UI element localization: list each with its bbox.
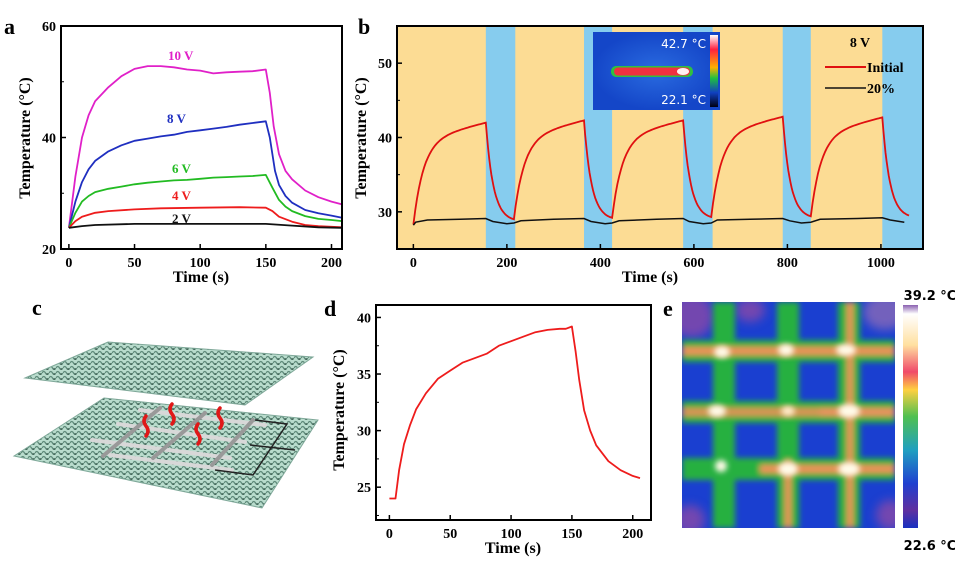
panel-letter-c: c <box>32 295 42 320</box>
label-2v: 2 V <box>172 211 192 226</box>
panel-b-legend: 8 V Initial 20% <box>825 36 904 97</box>
heat-wave-icon <box>142 414 150 438</box>
y-tick-label: 50 <box>378 57 392 72</box>
x-tick-label: 50 <box>443 527 457 542</box>
y-tick-label: 30 <box>378 206 392 221</box>
panel-letter-b: b <box>358 14 370 39</box>
inset-heater-wire <box>614 67 690 76</box>
legend-title: 8 V <box>850 36 870 51</box>
cooling-band <box>882 26 923 249</box>
y-tick-label: 40 <box>378 132 392 147</box>
x-tick-label: 50 <box>128 256 142 271</box>
heat-wave-icon <box>168 402 176 426</box>
x-tick-label: 200 <box>622 527 643 542</box>
panel-b-inset-thermal-image: 42.7 °C 22.1 °C <box>593 32 720 110</box>
heat-wave-icon <box>216 406 224 430</box>
panel-d-xlabel: Time (s) <box>485 540 541 557</box>
panel-c-illustration <box>12 341 319 509</box>
cooling-band <box>782 26 811 249</box>
series-line-4-v <box>68 206 343 229</box>
panel-e-thermal-image: 39.2 °C 22.6 °C <box>682 289 955 554</box>
y-tick-label: 40 <box>357 311 371 326</box>
inset-min-label: 22.1 °C <box>661 93 706 107</box>
series-line-2-v <box>68 222 343 229</box>
x-tick-label: 100 <box>501 527 522 542</box>
electrode-wire <box>249 444 296 451</box>
top-fabric-layer <box>23 341 315 406</box>
panel-a-ticks: 0 50 100 150 200 20 40 60 <box>42 20 342 271</box>
panel-d-series <box>389 325 641 500</box>
x-tick-label: 100 <box>190 256 211 271</box>
heater-rod <box>101 406 162 458</box>
bottom-fabric-layer <box>12 397 319 509</box>
panel-b-series <box>412 115 910 226</box>
series-line-8-v <box>68 120 343 229</box>
label-8v: 8 V <box>167 111 187 126</box>
panel-b-cooling-bands <box>485 26 923 249</box>
series-line-20pct <box>412 217 905 226</box>
series-line-6-v <box>68 173 343 229</box>
label-6v: 6 V <box>172 161 192 176</box>
heat-wave-icon <box>194 422 202 446</box>
x-tick-label: 0 <box>410 256 417 271</box>
x-tick-label: 400 <box>590 256 611 271</box>
heater-rod <box>108 453 234 472</box>
panel-letter-d: d <box>324 296 336 321</box>
legend-label-20pct: 20% <box>867 82 895 97</box>
panel-a-ylabel: Temperature (°C) <box>17 77 34 198</box>
heater-rod <box>210 418 255 467</box>
panel-e-colorbar <box>903 305 918 528</box>
panel-b-chart: 0 200 400 600 800 1000 30 40 50 <box>353 25 924 286</box>
inset-colorbar <box>710 35 718 107</box>
y-tick-label: 60 <box>42 20 56 35</box>
label-4v: 4 V <box>172 188 192 203</box>
x-tick-label: 150 <box>561 527 582 542</box>
y-tick-label: 40 <box>42 132 56 147</box>
panel-d-ticks: 0 50 100 150 200 25 30 35 40 <box>357 311 643 542</box>
panel-b-xlabel: Time (s) <box>622 269 678 286</box>
panel-letter-e: e <box>663 296 673 321</box>
thermal-hotspots <box>708 344 860 476</box>
heat-wave-icons <box>142 402 224 446</box>
series-line-initial <box>412 115 910 225</box>
heater-grid <box>90 406 296 476</box>
y-tick-label: 35 <box>357 368 371 383</box>
x-tick-label: 0 <box>65 256 72 271</box>
y-tick-label: 30 <box>357 425 371 440</box>
y-tick-label: 20 <box>42 243 56 258</box>
panel-d-frame <box>375 304 652 521</box>
panel-a-xlabel: Time (s) <box>173 269 229 286</box>
series-line-temperature <box>389 325 641 500</box>
x-tick-label: 800 <box>777 256 798 271</box>
panel-a-frame <box>60 25 343 250</box>
inset-max-label: 42.7 °C <box>661 37 706 51</box>
electrode-wire <box>214 419 289 476</box>
x-tick-label: 1000 <box>867 256 895 271</box>
panel-e-min-label: 22.6 °C <box>904 539 955 554</box>
inset-hotspot <box>677 68 689 75</box>
panel-d-chart: 0 50 100 150 200 25 30 35 40 Time (s) Temperatur… <box>331 304 652 557</box>
panel-d-ylabel: Temperature (°C) <box>331 349 348 470</box>
legend-label-initial: Initial <box>867 61 904 76</box>
panel-b-ylabel: Temperature (°C) <box>353 77 370 198</box>
x-tick-label: 200 <box>496 256 517 271</box>
x-tick-label: 150 <box>255 256 276 271</box>
y-tick-label: 25 <box>357 481 371 496</box>
panel-b-ticks: 0 200 400 600 800 1000 30 40 50 <box>378 57 895 271</box>
cooling-band <box>485 26 516 249</box>
panel-a-series <box>68 65 343 229</box>
x-tick-label: 0 <box>386 527 393 542</box>
panel-letter-a: a <box>4 14 15 39</box>
label-10v: 10 V <box>168 48 194 63</box>
series-line-10-v <box>68 65 343 228</box>
x-tick-label: 600 <box>683 256 704 271</box>
panel-e-max-label: 39.2 °C <box>904 289 955 304</box>
heater-rod <box>151 411 207 460</box>
x-tick-label: 200 <box>321 256 342 271</box>
